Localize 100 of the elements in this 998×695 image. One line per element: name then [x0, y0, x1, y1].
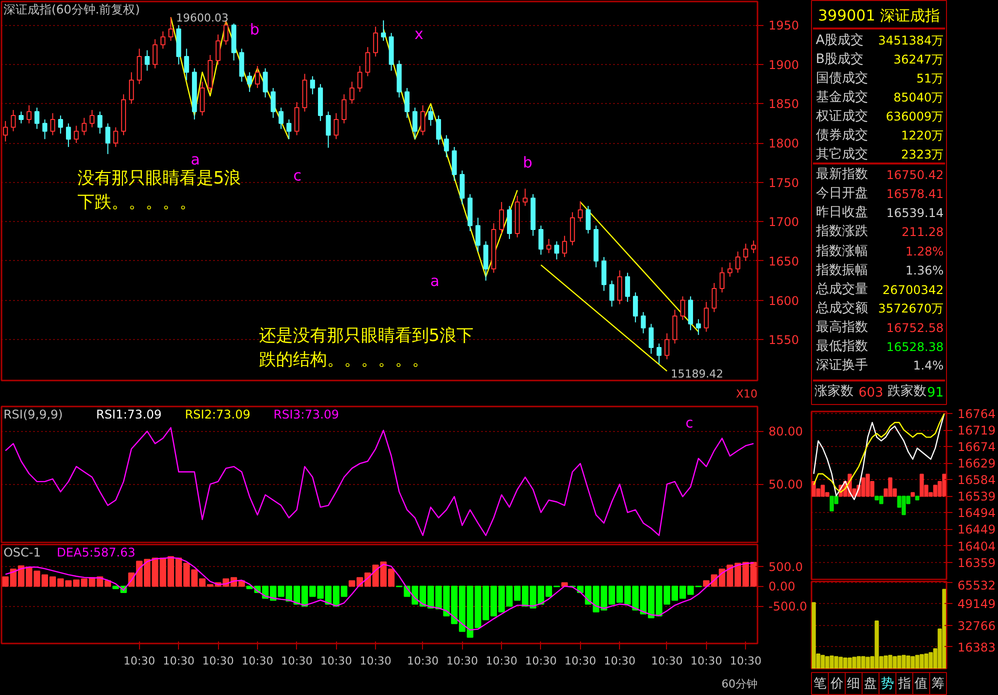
x-tick-label: 10:30	[280, 654, 313, 668]
text: 1.28%	[906, 244, 944, 258]
text: 指	[896, 676, 911, 692]
x-tick-label: 10:30	[360, 654, 392, 668]
text: 价	[829, 676, 844, 692]
text: 16752.58	[886, 321, 944, 335]
annotation: 15189.42	[670, 368, 724, 381]
y-tick-label: 16494	[958, 506, 996, 520]
text: 399001 深证成指	[818, 6, 940, 24]
annotation: 没有那只眼睛看是5浪下跌。。。。。	[77, 168, 242, 212]
x-tick-label: 10:30	[162, 654, 195, 668]
text: 细	[847, 676, 860, 692]
text: 总成交量	[814, 281, 868, 297]
y-tick-label: 16629	[958, 456, 996, 471]
text: RSI3:73.09	[274, 408, 340, 422]
annotation: b	[250, 20, 260, 38]
text: 值	[914, 676, 928, 692]
y-tick-label: 1900	[768, 58, 800, 72]
chart-title: 深证成指(60分钟.前复权)	[3, 2, 140, 16]
y-tick-label: 1700	[768, 215, 800, 230]
y-tick-label: 16383	[958, 640, 996, 654]
text: 36247万	[893, 52, 944, 66]
y-tick-label: 16449	[958, 522, 996, 537]
annotation: a	[430, 272, 440, 290]
y-tick-label: 1750	[768, 176, 800, 190]
x-tick-label: 10:30	[406, 654, 439, 668]
text: 3451384万	[878, 34, 944, 48]
y-tick-label: 16764	[958, 407, 996, 422]
text: 其它成交	[816, 146, 868, 162]
y-tick-label: 1950	[768, 18, 800, 33]
text: 16578.41	[886, 187, 944, 201]
x-tick-label: 10:30	[320, 654, 352, 668]
x-tick-label: 10:30	[564, 654, 596, 668]
y-tick-label: 16539	[958, 490, 996, 504]
x-tick-label: 10:30	[651, 654, 683, 668]
series-label: DEA5:587.63	[56, 545, 136, 560]
text: 16528.38	[886, 340, 944, 354]
x-tick-label: 10:30	[525, 654, 557, 668]
y-tick-label: 1650	[768, 254, 800, 268]
text: 最高指数	[816, 319, 868, 335]
text: 涨家数	[814, 383, 854, 399]
legend-label: RSI1:73.09	[96, 408, 162, 422]
text: B股成交	[816, 51, 864, 67]
x-tick-label: 10:30	[202, 654, 234, 668]
x-tick-label: 10:30	[446, 654, 478, 668]
text: 211.28	[902, 225, 944, 239]
text: 1220万	[901, 128, 944, 142]
y-tick-label: 65532	[958, 578, 996, 592]
x-tick-label: 10:30	[123, 654, 156, 668]
y-tick-label: 1850	[768, 97, 800, 112]
y-tick-label: 80.00	[768, 424, 803, 439]
text: 深证换手	[816, 358, 868, 373]
text: 最新指数	[816, 167, 868, 182]
text: 基金成交	[816, 89, 868, 105]
text: 2323万	[901, 148, 944, 162]
text: A股成交	[816, 32, 864, 48]
text: 国债成交	[816, 70, 868, 86]
text: 16750.42	[886, 168, 944, 182]
text: 91	[927, 386, 944, 400]
text: 权证成交	[814, 108, 868, 124]
y-tick-label: 0.00	[768, 580, 796, 594]
text: 51万	[916, 72, 944, 86]
text: 指数涨跌	[814, 224, 868, 239]
x-tick-label: 10:30	[486, 654, 518, 668]
text: 今日开盘	[816, 186, 868, 201]
text: 60分钟	[722, 678, 758, 690]
x-tick-label: 10:30	[690, 654, 722, 668]
annotation: b	[522, 153, 532, 172]
text: 1.4%	[913, 358, 944, 372]
text: 指数涨幅	[814, 244, 868, 259]
y-tick-label: 50.00	[768, 478, 803, 492]
y-tick-label: 16584	[958, 473, 996, 488]
text: 笔	[813, 676, 826, 692]
legend-label: RSI2:73.09	[184, 408, 250, 422]
annotation: c	[686, 416, 694, 432]
text: 指数振幅	[814, 263, 868, 278]
text: 筹	[932, 676, 945, 692]
y-tick-label: 49149	[958, 597, 996, 612]
text: 1.36%	[906, 264, 944, 278]
x-tick-label: 10:30	[242, 654, 274, 668]
text: 跌家数	[888, 383, 927, 399]
y-tick-label: 1550	[768, 333, 800, 348]
annotation: a	[190, 150, 200, 169]
text: 最低指数	[816, 339, 868, 354]
y-tick-label: -500.0	[768, 600, 808, 614]
text: 盘	[864, 676, 878, 692]
text: 昨日收盘	[816, 205, 868, 220]
y-tick-label: 1600	[768, 294, 800, 308]
text: 总成交额	[814, 300, 868, 316]
text: 债券成交	[816, 127, 868, 143]
text: 16539.14	[886, 206, 944, 220]
y-tick-label: 1800	[768, 136, 800, 151]
y-tick-label: 32766	[958, 618, 996, 633]
y-tick-label: 16719	[958, 424, 996, 438]
text: 势	[880, 676, 894, 692]
text: 26700342	[882, 283, 944, 297]
text: 603	[858, 386, 884, 400]
x-tick-label: 10:30	[604, 654, 636, 668]
text: 85040万	[893, 90, 944, 104]
text: 636009万	[886, 110, 944, 124]
